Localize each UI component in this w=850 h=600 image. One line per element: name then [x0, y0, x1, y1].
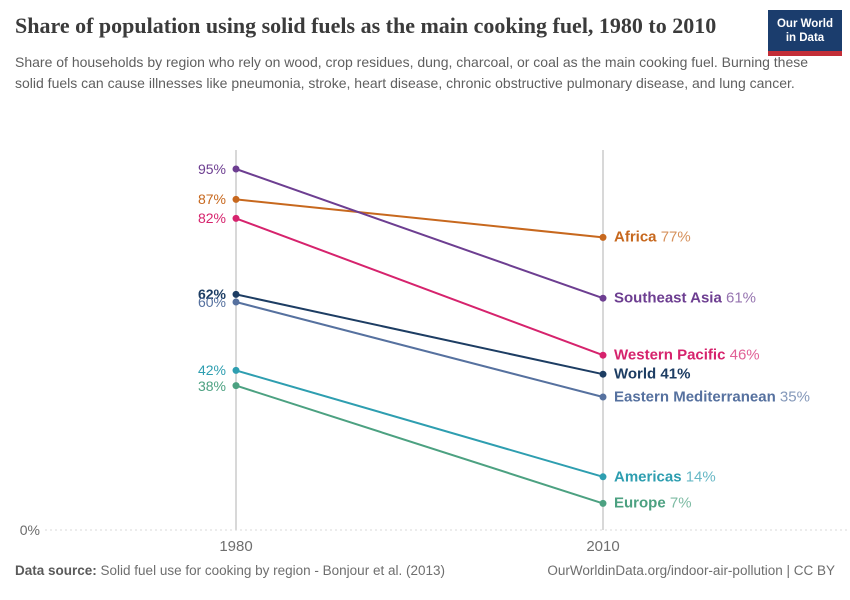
slope-chart: 87% 95% 82% 62% 60% 42% 38% Africa 77% Southeast…	[0, 140, 850, 560]
start-dot-western-pacific	[232, 214, 240, 222]
series-name-africa: Africa	[614, 228, 657, 246]
series-name-europe: Europe	[614, 494, 666, 512]
series-africa[interactable]	[232, 195, 607, 241]
end-value-americas: 14%	[681, 468, 716, 486]
chart-header: Share of population using solid fuels as…	[15, 10, 842, 94]
slope-chart-svg	[45, 150, 848, 531]
series-name-americas: Americas	[614, 468, 682, 486]
start-dot-eastern-mediterranean	[232, 298, 240, 306]
data-source-text: Solid fuel use for cooking by region - B…	[96, 563, 445, 578]
series-name-world: World	[614, 365, 657, 383]
series-eastern-mediterranean[interactable]	[232, 298, 607, 401]
series-name-western-pacific: Western Pacific	[614, 346, 726, 364]
page-title: Share of population using solid fuels as…	[15, 13, 717, 38]
data-source-label: Data source:	[15, 563, 97, 578]
series-name-eastern-mediterranean: Eastern Mediterranean	[614, 388, 776, 406]
series-western-pacific[interactable]	[232, 214, 607, 359]
series-label-western-pacific[interactable]: Western Pacific 46%	[614, 347, 760, 364]
series-label-eastern-mediterranean[interactable]: Eastern Mediterranean 35%	[614, 389, 810, 406]
series-label-africa[interactable]: Africa 77%	[614, 229, 691, 246]
end-dot-world	[599, 370, 607, 378]
start-value-southeast-asia: 95%	[197, 161, 226, 177]
end-dot-western-pacific	[599, 351, 607, 359]
end-dot-southeast-asia	[599, 294, 607, 302]
start-value-world: 62%	[197, 286, 226, 303]
chart-subtitle: Share of households by region who rely o…	[15, 54, 809, 91]
y-axis-zero-label: 0%	[19, 522, 40, 538]
x-tick-1980: 1980	[219, 538, 253, 555]
x-tick-2010: 2010	[586, 538, 620, 555]
series-label-americas[interactable]: Americas 14%	[614, 468, 716, 485]
start-value-africa: 87%	[197, 191, 226, 208]
start-dot-europe	[232, 382, 240, 390]
series-name-southeast-asia: Southeast Asia	[614, 289, 722, 307]
start-value-eastern-mediterranean: 60%	[197, 294, 226, 310]
end-dot-europe	[599, 499, 607, 507]
start-value-americas: 42%	[197, 362, 226, 379]
end-dot-americas	[599, 473, 607, 481]
end-value-southeast-asia: 61%	[721, 289, 757, 307]
series-southeast-asia[interactable]	[232, 165, 607, 302]
series-europe[interactable]	[232, 382, 607, 507]
series-americas[interactable]	[232, 366, 607, 481]
owid-url-link[interactable]: OurWorldinData.org/indoor-air-pollution …	[547, 563, 835, 578]
start-value-europe: 38%	[197, 377, 226, 394]
start-dot-world	[232, 290, 240, 298]
end-dot-africa	[599, 233, 607, 241]
end-dot-eastern-mediterranean	[599, 393, 607, 401]
start-value-western-pacific: 82%	[197, 210, 226, 227]
end-value-world: 41%	[656, 365, 691, 383]
start-dot-americas	[232, 366, 240, 374]
end-value-eastern-mediterranean: 35%	[775, 388, 810, 406]
series-world[interactable]	[232, 290, 607, 378]
start-dot-southeast-asia	[232, 165, 240, 173]
series-label-europe[interactable]: Europe 7%	[614, 495, 692, 512]
end-value-western-pacific: 46%	[725, 346, 760, 364]
end-value-africa: 77%	[656, 228, 691, 246]
owid-logo-line2: in Data	[785, 32, 825, 44]
end-value-europe: 7%	[665, 494, 692, 512]
series-label-world[interactable]: World 41%	[614, 366, 690, 383]
owid-logo-line1: Our World	[776, 18, 833, 30]
start-dot-africa	[232, 195, 240, 203]
series-label-southeast-asia[interactable]: Southeast Asia 61%	[614, 290, 756, 307]
data-source-note: Data source: Solid fuel use for cooking …	[15, 563, 445, 578]
owid-logo[interactable]: Our World in Data	[768, 10, 842, 56]
chart-footer: Data source: Solid fuel use for cooking …	[15, 563, 835, 578]
